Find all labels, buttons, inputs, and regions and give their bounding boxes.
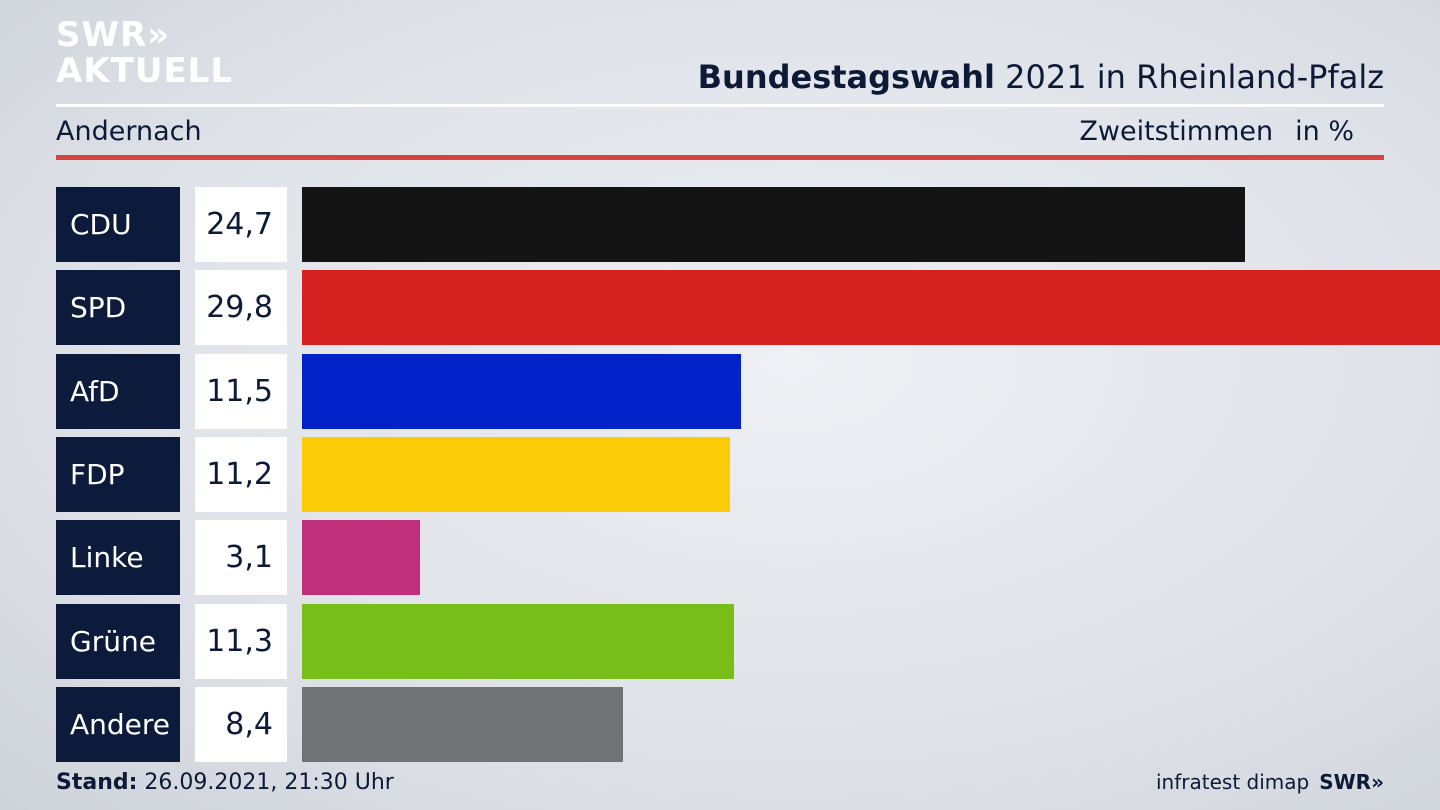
party-label: CDU bbox=[56, 187, 180, 262]
logo-line-2: AKTUELL bbox=[56, 51, 234, 91]
bar bbox=[302, 687, 623, 762]
swr-footer-logo: SWR» bbox=[1319, 770, 1384, 794]
bar bbox=[302, 270, 1440, 345]
timestamp: Stand: 26.09.2021, 21:30 Uhr bbox=[56, 770, 394, 795]
measure-label: Zweitstimmen bbox=[1079, 116, 1274, 147]
stand-label: Stand: bbox=[56, 770, 138, 795]
measure-unit: Zweitstimmen in % bbox=[1079, 116, 1354, 147]
value-label: 3,1 bbox=[195, 520, 287, 595]
accent-divider bbox=[56, 155, 1384, 160]
party-label: Linke bbox=[56, 520, 180, 595]
value-label: 8,4 bbox=[195, 687, 287, 762]
party-label: Grüne bbox=[56, 604, 180, 679]
logo-line-1: SWR» bbox=[56, 15, 171, 55]
party-label: FDP bbox=[56, 437, 180, 512]
header-divider bbox=[56, 104, 1384, 107]
value-label: 24,7 bbox=[195, 187, 287, 262]
value-label: 11,2 bbox=[195, 437, 287, 512]
bar bbox=[302, 604, 734, 679]
region-label: Andernach bbox=[56, 116, 202, 147]
source-label: infratest dimap bbox=[1156, 770, 1310, 794]
swr-aktuell-logo: SWR» AKTUELL bbox=[56, 18, 233, 88]
value-label: 29,8 bbox=[195, 270, 287, 345]
stand-value: 26.09.2021, 21:30 Uhr bbox=[137, 770, 394, 795]
bar bbox=[302, 354, 741, 429]
party-label: SPD bbox=[56, 270, 180, 345]
bar bbox=[302, 187, 1245, 262]
value-label: 11,5 bbox=[195, 354, 287, 429]
bar bbox=[302, 437, 730, 512]
page-title: Bundestagswahl 2021 in Rheinland-Pfalz bbox=[698, 58, 1384, 96]
title-rest: 2021 in Rheinland-Pfalz bbox=[995, 58, 1384, 96]
unit-label: in % bbox=[1295, 116, 1354, 147]
party-label: Andere bbox=[56, 687, 180, 762]
title-bold: Bundestagswahl bbox=[697, 58, 995, 96]
bar bbox=[302, 520, 420, 595]
party-label: AfD bbox=[56, 354, 180, 429]
value-label: 11,3 bbox=[195, 604, 287, 679]
source-credit: infratest dimap SWR» bbox=[1156, 770, 1384, 794]
